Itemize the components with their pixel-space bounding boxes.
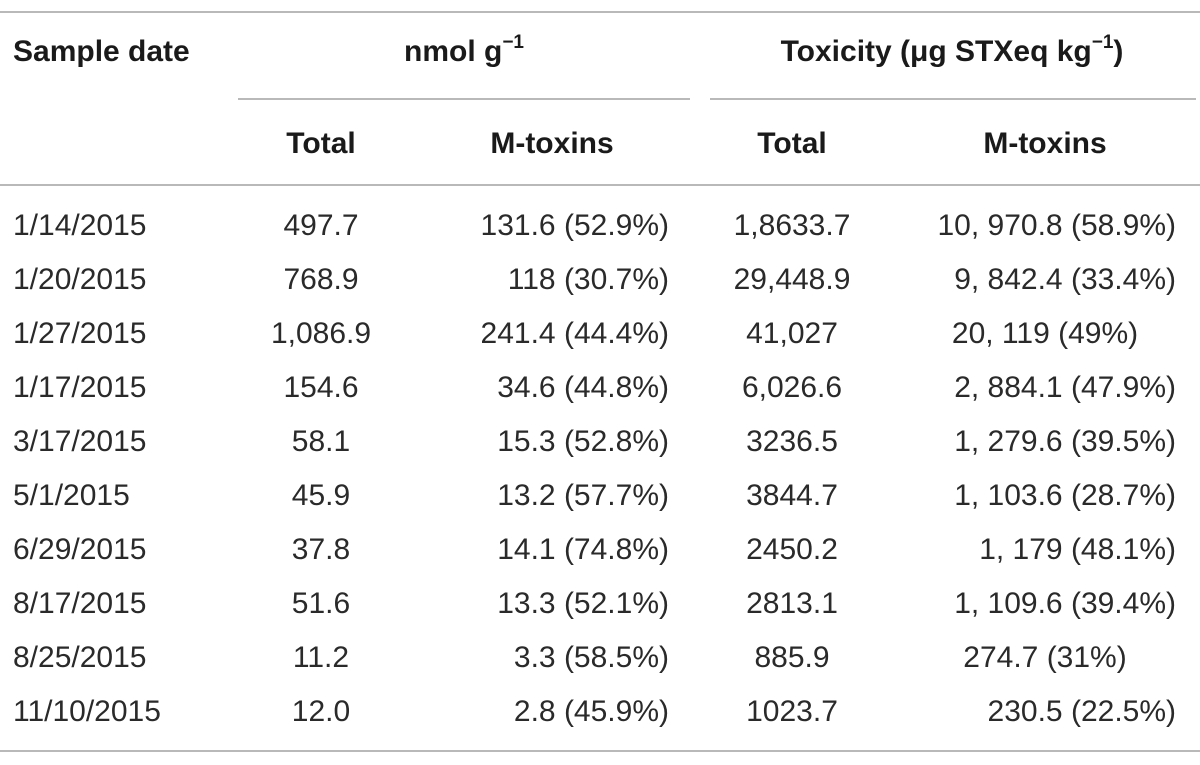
cell-nmol-mtoxins: 118 (30.7%) xyxy=(507,263,669,296)
header-nmol-total: Total xyxy=(286,127,356,160)
cell-tox-mtoxins: 2, 884.1 (47.9%) xyxy=(954,371,1176,404)
cell-tox-mtoxins: 1, 109.6 (39.4%) xyxy=(954,587,1176,620)
nmol-group-underline xyxy=(238,98,690,100)
cell-tox-total: 3236.5 xyxy=(746,425,838,458)
table-top-rule xyxy=(0,11,1200,13)
header-sample-date: Sample date xyxy=(13,35,190,68)
cell-tox-mtoxins: 10, 970.8 (58.9%) xyxy=(937,209,1177,242)
cell-tox-total: 1,8633.7 xyxy=(733,209,851,242)
cell-tox-mtoxins: 230.5 (22.5%) xyxy=(987,695,1176,728)
cell-tox-mtoxins: 274.7 (31%) xyxy=(963,641,1127,674)
cell-date: 1/27/2015 xyxy=(13,317,147,350)
cell-tox-total: 41,027 xyxy=(746,317,838,350)
cell-date: 1/14/2015 xyxy=(13,209,147,242)
cell-nmol-total: 45.9 xyxy=(291,479,351,512)
cell-tox-mtoxins: 1, 103.6 (28.7%) xyxy=(954,479,1176,512)
header-bottom-rule xyxy=(0,184,1200,186)
cell-nmol-total: 51.6 xyxy=(291,587,351,620)
cell-nmol-total: 497.7 xyxy=(283,209,359,242)
nmol-unit-base: nmol g xyxy=(404,35,503,68)
cell-nmol-total: 37.8 xyxy=(291,533,351,566)
cell-nmol-mtoxins: 13.2 (57.7%) xyxy=(497,479,669,512)
cell-tox-total: 6,026.6 xyxy=(741,371,843,404)
cell-date: 3/17/2015 xyxy=(13,425,147,458)
cell-tox-total: 2813.1 xyxy=(746,587,838,620)
cell-nmol-total: 58.1 xyxy=(291,425,351,458)
header-toxicity-group: Toxicity (μg STXeq kg−1) xyxy=(780,33,1124,68)
cell-nmol-total: 1,086.9 xyxy=(270,317,372,350)
cell-nmol-total: 154.6 xyxy=(283,371,359,404)
cell-tox-mtoxins: 1, 179 (48.1%) xyxy=(979,533,1176,566)
cell-tox-total: 2450.2 xyxy=(746,533,838,566)
header-tox-mtoxins: M-toxins xyxy=(983,127,1107,160)
cell-nmol-mtoxins: 14.1 (74.8%) xyxy=(497,533,669,566)
cell-nmol-mtoxins: 2.8 (45.9%) xyxy=(513,695,669,728)
header-tox-total: Total xyxy=(757,127,827,160)
table-bottom-rule xyxy=(0,750,1200,752)
toxicity-group-underline xyxy=(710,98,1196,100)
cell-date: 5/1/2015 xyxy=(13,479,130,512)
cell-tox-total: 3844.7 xyxy=(746,479,838,512)
cell-nmol-mtoxins: 34.6 (44.8%) xyxy=(497,371,669,404)
header-nmol-group: nmol g−1 xyxy=(404,33,524,68)
header-nmol-mtoxins: M-toxins xyxy=(490,127,614,160)
cell-tox-mtoxins: 20, 119 (49%) xyxy=(951,317,1139,350)
cell-nmol-total: 11.2 xyxy=(292,641,350,674)
cell-tox-total: 885.9 xyxy=(754,641,830,674)
toxicity-unit-exponent: −1 xyxy=(1091,32,1114,53)
cell-date: 8/25/2015 xyxy=(13,641,147,674)
cell-tox-mtoxins: 1, 279.6 (39.5%) xyxy=(954,425,1176,458)
cell-nmol-total: 12.0 xyxy=(291,695,351,728)
cell-tox-total: 1023.7 xyxy=(746,695,838,728)
cell-tox-total: 29,448.9 xyxy=(733,263,851,296)
toxicity-unit-base: Toxicity (μg STXeq kg xyxy=(780,35,1092,68)
cell-nmol-total: 768.9 xyxy=(283,263,359,296)
cell-nmol-mtoxins: 13.3 (52.1%) xyxy=(497,587,669,620)
cell-date: 8/17/2015 xyxy=(13,587,147,620)
cell-date: 1/17/2015 xyxy=(13,371,147,404)
cell-date: 11/10/2015 xyxy=(13,695,161,728)
cell-nmol-mtoxins: 241.4 (44.4%) xyxy=(480,317,669,350)
cell-nmol-mtoxins: 15.3 (52.8%) xyxy=(497,425,669,458)
cell-date: 6/29/2015 xyxy=(13,533,147,566)
toxicity-unit-tail: ) xyxy=(1113,35,1124,68)
nmol-unit-exponent: −1 xyxy=(502,32,524,53)
cell-nmol-mtoxins: 131.6 (52.9%) xyxy=(480,209,669,242)
cell-tox-mtoxins: 9, 842.4 (33.4%) xyxy=(954,263,1176,296)
cell-nmol-mtoxins: 3.3 (58.5%) xyxy=(513,641,669,674)
cell-date: 1/20/2015 xyxy=(13,263,147,296)
